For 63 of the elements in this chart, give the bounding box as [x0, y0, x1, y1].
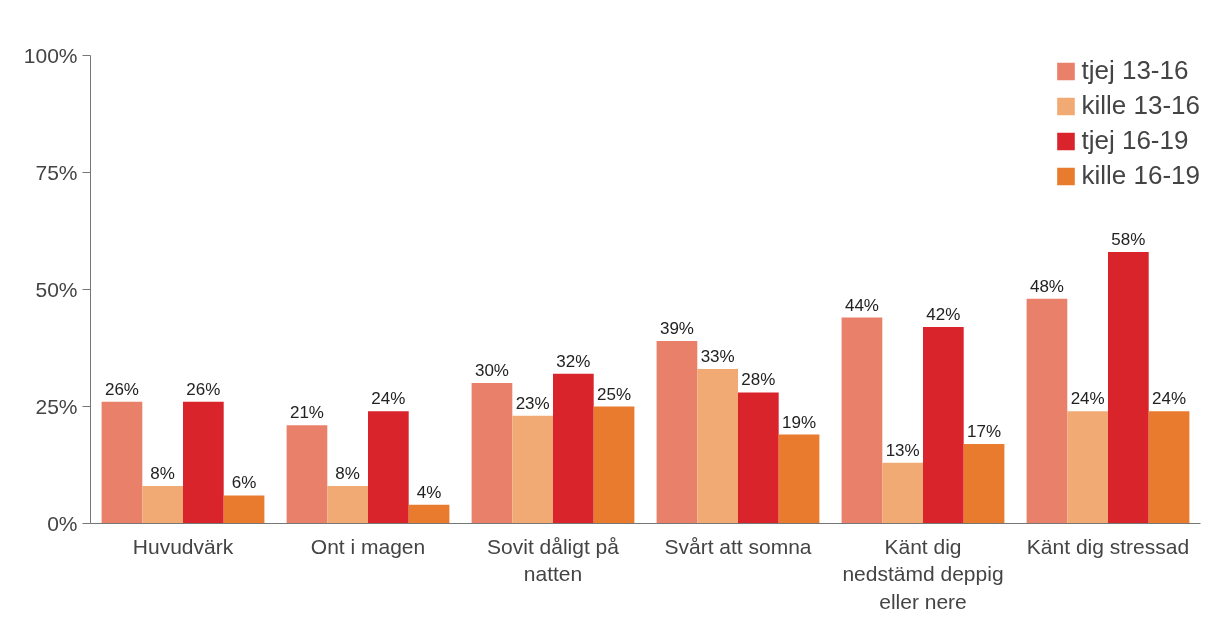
data-label: 30%	[474, 361, 509, 381]
data-label: 33%	[700, 347, 735, 367]
bar	[963, 443, 1005, 524]
bar	[1067, 411, 1108, 524]
x-tick-label: Huvudvärk	[132, 534, 234, 558]
data-label: 24%	[1152, 389, 1187, 409]
bar	[408, 504, 450, 524]
x-tick-label: Svårt att somna	[664, 534, 812, 558]
data-label: 21%	[289, 403, 324, 423]
bar	[778, 434, 820, 524]
data-label: 4%	[416, 482, 442, 502]
data-label: 13%	[885, 440, 920, 460]
bar	[923, 326, 964, 524]
bar	[512, 415, 553, 524]
bar	[738, 392, 779, 524]
bar	[471, 383, 513, 524]
y-tick-label: 50%	[35, 278, 78, 301]
data-label: 8%	[150, 464, 175, 484]
bar	[1026, 298, 1068, 524]
bar	[101, 401, 143, 524]
x-tick-label: Känt dig nedstämd deppig eller nere	[842, 534, 1004, 613]
legend-label: kille 16-19	[1081, 160, 1200, 191]
x-tick-label: Ont i magen	[310, 534, 426, 558]
bar	[223, 495, 265, 524]
bar	[593, 406, 635, 524]
data-label: 32%	[556, 351, 591, 371]
bar	[697, 369, 738, 524]
y-tick-label: 0%	[47, 512, 78, 535]
bar	[1148, 411, 1190, 524]
data-label: 25%	[597, 384, 632, 404]
data-label: 28%	[741, 370, 776, 390]
data-label: 42%	[926, 304, 961, 324]
legend-label: tjej 16-19	[1081, 125, 1189, 156]
x-tick-label: Känt dig stressad	[1026, 534, 1190, 558]
data-label: 48%	[1029, 276, 1064, 296]
data-label: 44%	[844, 295, 879, 315]
data-label: 26%	[104, 379, 139, 399]
bar	[286, 425, 328, 524]
bar	[183, 401, 224, 524]
bar	[327, 486, 368, 524]
bar	[841, 317, 883, 524]
x-tick-label: Sovit dåligt på natten	[487, 534, 620, 586]
data-label: 19%	[782, 412, 817, 432]
data-label: 24%	[1070, 389, 1105, 409]
bar	[368, 411, 409, 524]
y-tick-label: 75%	[35, 161, 78, 184]
bar	[882, 462, 923, 524]
data-label: 23%	[515, 393, 550, 413]
bar	[142, 486, 183, 524]
data-label: 58%	[1111, 230, 1146, 250]
y-tick-label: 25%	[35, 395, 78, 418]
data-label: 6%	[231, 473, 257, 493]
data-label: 24%	[371, 389, 406, 409]
legend-label: kille 13-16	[1081, 90, 1200, 121]
bar	[656, 340, 698, 524]
y-tick-label: 100%	[23, 44, 78, 67]
data-label: 39%	[659, 318, 694, 338]
legend-label: tjej 13-16	[1081, 55, 1189, 86]
data-label: 17%	[967, 421, 1002, 441]
bar	[553, 373, 594, 524]
data-label: 26%	[186, 379, 221, 399]
bar	[1108, 252, 1149, 524]
data-label: 8%	[335, 464, 360, 484]
